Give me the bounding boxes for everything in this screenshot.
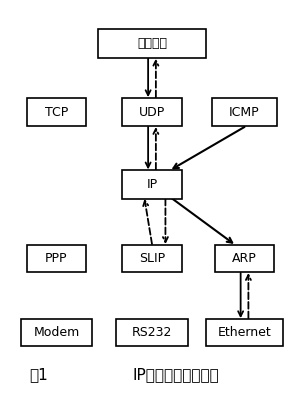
- Text: IP电话实现原理框图: IP电话实现原理框图: [133, 367, 219, 382]
- FancyArrowPatch shape: [173, 127, 244, 168]
- FancyArrowPatch shape: [238, 273, 243, 316]
- Text: Ethernet: Ethernet: [218, 326, 271, 339]
- Text: SLIP: SLIP: [139, 252, 165, 265]
- FancyBboxPatch shape: [21, 319, 92, 346]
- FancyBboxPatch shape: [215, 245, 275, 272]
- FancyArrowPatch shape: [246, 275, 251, 318]
- FancyBboxPatch shape: [122, 170, 182, 199]
- FancyBboxPatch shape: [27, 99, 86, 126]
- Text: TCP: TCP: [45, 106, 68, 119]
- FancyBboxPatch shape: [206, 319, 283, 346]
- Text: IP: IP: [147, 178, 157, 191]
- Text: ICMP: ICMP: [229, 106, 260, 119]
- Text: 语音数据: 语音数据: [137, 37, 167, 50]
- FancyArrowPatch shape: [154, 61, 158, 97]
- FancyArrowPatch shape: [171, 198, 232, 243]
- FancyArrowPatch shape: [143, 201, 152, 244]
- Text: Modem: Modem: [33, 326, 80, 339]
- FancyArrowPatch shape: [154, 129, 158, 169]
- Text: ARP: ARP: [232, 252, 257, 265]
- FancyBboxPatch shape: [98, 29, 206, 59]
- FancyBboxPatch shape: [122, 245, 182, 272]
- Text: PPP: PPP: [45, 252, 68, 265]
- FancyBboxPatch shape: [27, 245, 86, 272]
- FancyBboxPatch shape: [116, 319, 188, 346]
- Text: RS232: RS232: [132, 326, 172, 339]
- Text: 图1: 图1: [29, 367, 48, 382]
- FancyBboxPatch shape: [122, 99, 182, 126]
- FancyArrowPatch shape: [163, 199, 168, 242]
- FancyArrowPatch shape: [146, 59, 150, 95]
- FancyBboxPatch shape: [212, 99, 277, 126]
- FancyArrowPatch shape: [146, 127, 150, 168]
- Text: UDP: UDP: [139, 106, 165, 119]
